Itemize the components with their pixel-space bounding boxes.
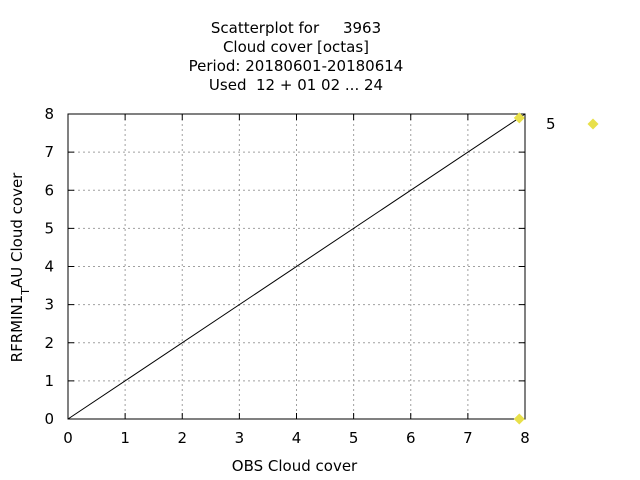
x-tick-label-6: 6: [406, 429, 416, 447]
identity-line: [67, 113, 526, 420]
x-tick-label-1: 1: [120, 429, 130, 447]
y-tick-label-7: 7: [44, 143, 54, 161]
y-tick-label-8: 8: [44, 105, 54, 123]
title-line-4: Used 12 + 01 02 ... 24: [209, 76, 383, 94]
y-tick-label-0: 0: [44, 410, 54, 428]
y-tick-label-1: 1: [44, 372, 54, 390]
y-tick-label-5: 5: [44, 219, 54, 237]
y-axis: 0 1 2 3 4 5 6 7 8: [44, 105, 525, 428]
y-tick-label-2: 2: [44, 334, 54, 352]
x-tick-label-0: 0: [63, 429, 73, 447]
y-axis-label: RFRMIN1TAU Cloud cover: [8, 172, 32, 362]
y-tick-label-4: 4: [44, 258, 54, 276]
x-axis: 0 1 2 3 4 5 6 7 8: [63, 114, 530, 447]
x-tick-label-4: 4: [292, 429, 302, 447]
legend-marker: [587, 118, 599, 130]
title-line-2: Cloud cover [octas]: [223, 38, 369, 56]
grid-lines: [68, 114, 525, 419]
x-tick-label-5: 5: [349, 429, 359, 447]
legend: 5: [546, 115, 599, 133]
x-tick-label-3: 3: [235, 429, 245, 447]
data-point-1: [513, 112, 525, 124]
title-line-3: Period: 20180601-20180614: [189, 57, 404, 75]
y-tick-label-3: 3: [44, 296, 54, 314]
title-line-1: Scatterplot for 3963: [211, 19, 381, 37]
x-axis-label: OBS Cloud cover: [232, 457, 358, 475]
x-tick-label-8: 8: [520, 429, 530, 447]
y-tick-label-6: 6: [44, 181, 54, 199]
data-point-2: [513, 413, 525, 425]
x-tick-label-2: 2: [177, 429, 187, 447]
legend-label: 5: [546, 115, 556, 133]
data-points: [513, 112, 525, 425]
x-tick-label-7: 7: [463, 429, 473, 447]
diagonal-reference-line: [67, 113, 526, 420]
